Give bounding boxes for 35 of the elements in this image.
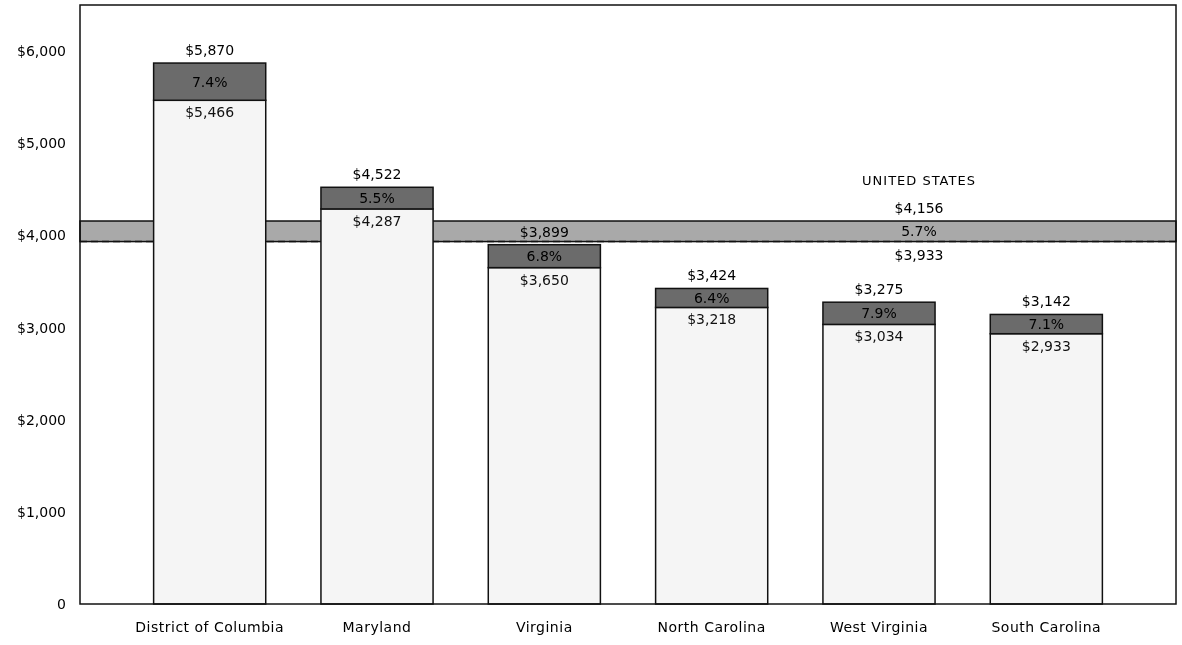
annotation: $4,156 <box>894 200 944 217</box>
y-tick-label: $4,000 <box>17 227 66 244</box>
x-tick-label: South Carolina <box>991 619 1102 635</box>
x-tick-label: Maryland <box>342 619 412 635</box>
ref-line-label: $3,933 <box>894 246 944 263</box>
x-tick-label: Virginia <box>515 619 573 635</box>
total-label: $3,424 <box>687 267 737 284</box>
total-label: $3,899 <box>519 223 569 240</box>
x-tick-label: North Carolina <box>657 619 766 635</box>
y-tick-label: $2,000 <box>17 411 66 428</box>
data-label: $3,034 <box>854 328 904 345</box>
data-label: $4,287 <box>352 212 402 229</box>
annotation: 7.1% <box>1028 316 1065 333</box>
data-label: $2,933 <box>1021 337 1071 354</box>
x-tick-label: District of Columbia <box>135 619 285 635</box>
total-label: $5,870 <box>185 42 235 59</box>
y-tick-label: $5,000 <box>17 135 66 152</box>
data-label: $3,650 <box>519 271 569 288</box>
y-tick-label: $6,000 <box>17 43 66 60</box>
annotation: UNITED STATES <box>862 173 976 188</box>
y-tick-label: $3,000 <box>17 319 66 336</box>
annotation: 6.4% <box>693 289 730 306</box>
annotation: 7.4% <box>191 73 228 90</box>
total-label: $4,522 <box>352 166 402 183</box>
data-label: $5,466 <box>185 104 235 121</box>
data-label: $3,218 <box>687 311 737 328</box>
annotation: 6.8% <box>526 248 563 265</box>
annotation: 5.5% <box>359 190 395 207</box>
y-tick-label: $1,000 <box>17 503 66 520</box>
y-tick-label: 0 <box>57 596 66 612</box>
total-label: $3,275 <box>854 281 904 298</box>
annotation: 7.9% <box>861 305 897 322</box>
band-label: 5.7% <box>901 223 937 240</box>
total-label: $3,142 <box>1021 293 1071 310</box>
x-tick-label: West Virginia <box>829 619 929 635</box>
